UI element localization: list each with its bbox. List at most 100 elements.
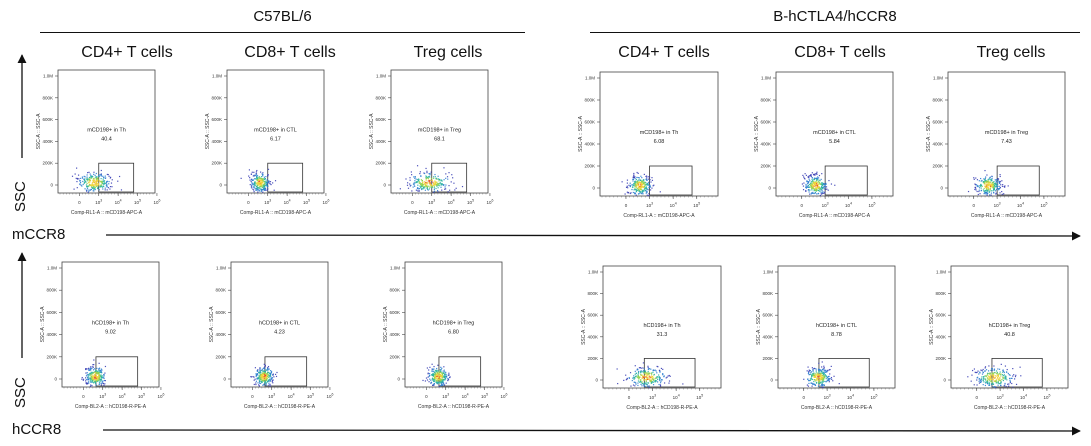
event-dot [90,371,92,373]
event-dot [815,369,817,371]
event-dot [819,182,821,184]
event-dot [992,184,994,186]
event-dot [816,374,819,376]
event-dot [93,382,95,384]
event-dot [89,380,91,382]
event-dot [407,187,410,189]
event-dot [815,368,817,370]
event-dot [90,184,92,186]
event-dot [91,183,93,185]
event-dot [263,181,266,183]
event-dot [978,380,980,382]
event-dot [423,187,425,189]
event-dot [263,373,265,376]
event-dot [818,368,821,371]
event-dot [650,379,652,381]
event-dot [248,175,250,177]
event-dot [655,377,657,379]
event-dot [648,378,650,380]
event-dot [259,370,261,372]
event-dot [980,183,982,186]
x-tick-label: 104 [462,393,469,400]
y-tick-label: 400K [760,142,771,147]
event-dot [92,364,94,366]
x-axis-title: Comp-BL2-A :: hCD198-R-PE-A [244,404,316,410]
event-dot [253,184,255,186]
event-dot [993,369,996,371]
event-dot [647,370,649,373]
event-dot [641,370,643,373]
event-dot [255,183,257,185]
event-dot [658,377,661,379]
event-dot [820,372,822,375]
event-dot [636,369,638,371]
event-dot [272,379,274,381]
x-tick-label: 0 [800,203,803,208]
event-dot [986,190,988,192]
event-dot [440,375,442,377]
event-dot [651,187,653,189]
event-dot [643,376,645,379]
event-dot [991,373,993,375]
event-dot [91,181,94,184]
event-dot [635,382,637,384]
event-dot [443,376,445,378]
event-dot [1014,375,1017,378]
event-dot [101,181,103,184]
event-dot [657,366,659,368]
row2-x-arrow [102,426,1081,436]
event-dot [250,173,253,175]
event-dot [983,190,985,192]
event-dot [817,181,819,183]
event-dot [821,192,823,194]
event-dot [985,193,987,195]
y-tick-label: 200K [211,161,222,166]
event-dot [821,189,823,192]
event-dot [993,191,995,194]
y-tick-label: 600K [584,120,595,125]
event-dot [987,372,989,374]
event-dot [993,386,996,388]
event-dot [103,177,105,179]
event-dot [623,379,625,381]
event-dot [1011,377,1013,379]
event-dot [652,371,654,373]
event-dot [823,188,825,190]
event-dot [983,381,985,383]
event-dot [95,381,97,383]
event-dot [988,382,991,384]
event-dot [258,186,261,188]
event-dot [265,383,267,385]
event-dot [259,380,261,382]
gate-percent-label: 6.80 [448,330,459,336]
event-dot [260,181,262,183]
event-dot [105,182,108,184]
event-dot [828,381,830,383]
event-dot [265,378,267,381]
event-dot [656,377,658,379]
event-dot [821,368,824,370]
event-dot [810,193,812,195]
event-dot [820,183,822,185]
x-axis-title: Comp-BL2-A :: hCD198-R-PE-A [801,405,873,411]
event-dot [91,367,93,369]
event-dot [91,376,93,379]
event-dot [812,182,814,184]
event-dot [829,368,831,371]
y-axis-title: SSC-A :: SSC-A [209,306,215,343]
plot-frame [950,265,1069,389]
event-dot [822,182,824,184]
event-dot [802,174,804,177]
event-dot [649,380,651,382]
event-dot [997,380,999,382]
event-dot [255,383,257,386]
plot-frame [602,265,722,389]
event-dot [640,188,642,190]
event-dot [1012,375,1014,377]
event-dot [1003,385,1005,387]
event-dot [103,373,105,376]
event-dot [635,187,638,189]
event-dot [433,368,435,370]
event-dot [649,379,651,381]
